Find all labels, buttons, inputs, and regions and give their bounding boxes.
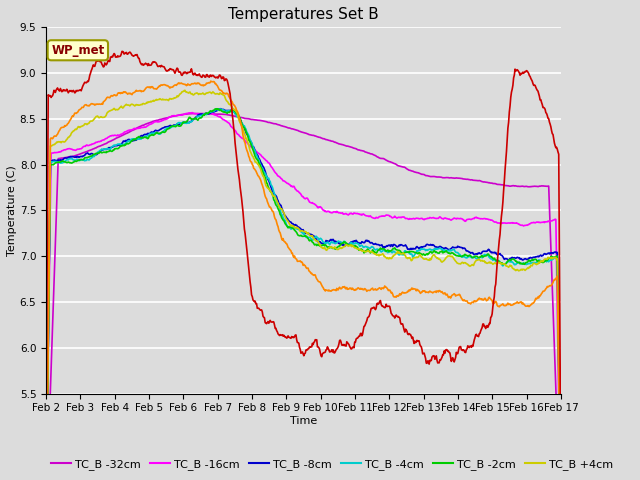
Title: Temperatures Set B: Temperatures Set B — [228, 7, 379, 22]
Y-axis label: Temperature (C): Temperature (C) — [7, 165, 17, 256]
Text: WP_met: WP_met — [51, 44, 104, 57]
X-axis label: Time: Time — [290, 416, 317, 426]
